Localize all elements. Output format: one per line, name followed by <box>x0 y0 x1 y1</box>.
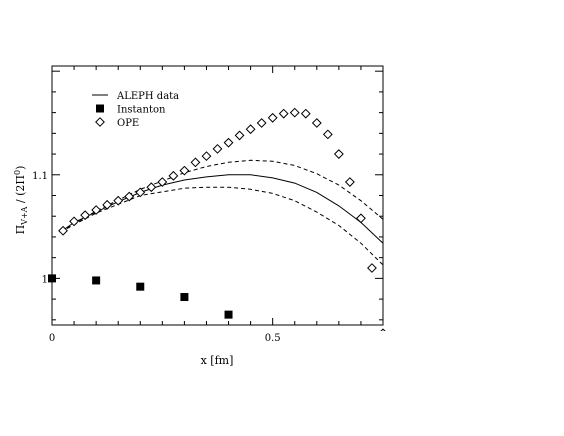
legend-item: OPE <box>95 117 139 129</box>
instanton-point <box>224 310 233 319</box>
ope-point <box>367 263 377 273</box>
ope-point <box>113 195 124 206</box>
ope-point <box>344 177 355 187</box>
ope-point <box>157 177 168 187</box>
instanton-point <box>136 282 145 291</box>
legend-square-swatch <box>96 104 104 113</box>
legend-label: Instanton <box>117 105 166 116</box>
legend-diamond-swatch <box>95 117 105 127</box>
y-tick-label: 1 <box>42 274 48 285</box>
ope-point <box>322 129 333 140</box>
legend-label: ALEPH data <box>116 91 179 102</box>
ope-point <box>212 143 223 154</box>
ope-point <box>267 112 278 123</box>
ope-point <box>91 205 102 215</box>
ope-point <box>179 165 190 176</box>
ope-point <box>80 210 91 221</box>
ope-point <box>58 225 68 236</box>
ope-point <box>124 191 135 202</box>
ope-point <box>190 157 201 168</box>
aleph-upper-error-line <box>60 159 384 233</box>
ope-point <box>256 118 267 128</box>
ope-point <box>356 213 366 224</box>
instanton-point <box>180 293 189 302</box>
x-tick-label: 0.5 <box>265 333 281 344</box>
y-tick-label: 1.1 <box>32 171 48 182</box>
x-axis-label: x [fm] <box>201 354 234 367</box>
ope-point <box>201 151 212 162</box>
ope-point <box>278 108 289 119</box>
ope-point <box>289 107 300 118</box>
legend-item: Instanton <box>96 104 166 116</box>
ope-point <box>168 170 179 181</box>
ope-point <box>69 216 79 227</box>
legend-item: ALEPH data <box>92 91 179 102</box>
ope-point <box>245 124 256 135</box>
y-axis-label: ΠV+A / (2Π0) <box>13 166 29 235</box>
ope-point <box>380 328 386 331</box>
instanton-point <box>92 276 101 285</box>
ope-point <box>234 130 245 141</box>
x-tick-label: 0 <box>49 333 55 344</box>
ope-point <box>300 108 311 119</box>
legend-label: OPE <box>117 118 139 129</box>
ope-point <box>102 199 113 210</box>
ope-point <box>135 187 146 198</box>
ope-point <box>333 149 344 159</box>
ope-point <box>311 118 322 128</box>
ope-point <box>223 137 234 148</box>
ope-point <box>146 182 157 193</box>
